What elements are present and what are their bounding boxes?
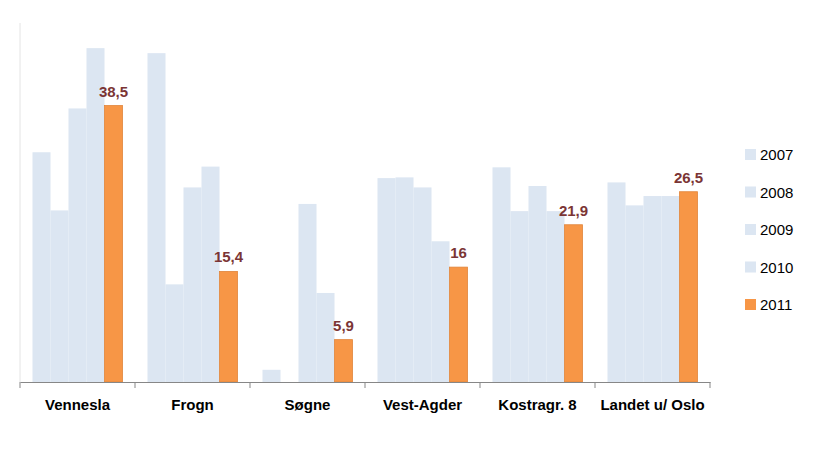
category-separator [365, 382, 366, 388]
category-separator [710, 382, 711, 388]
category-label: Vest-Agder [383, 396, 462, 413]
x-tick: Kostragr. 8 [498, 382, 576, 413]
bar [166, 284, 184, 382]
bar [51, 210, 69, 382]
category-label-line: Vennesla [45, 396, 111, 413]
data-label: 38,5 [99, 83, 128, 100]
bar [299, 204, 317, 382]
bar [414, 187, 432, 382]
bar [644, 196, 662, 382]
category-separator [595, 382, 596, 388]
legend-swatch [745, 224, 756, 235]
bar [335, 340, 353, 382]
legend-label: 2010 [760, 259, 793, 276]
category-label: Vennesla [45, 396, 111, 413]
legend-label: 2008 [760, 184, 793, 201]
category-label: Søgne [285, 396, 331, 413]
category-separator [480, 382, 481, 388]
bar [565, 225, 583, 382]
data-label: 15,4 [214, 248, 244, 265]
category-separator [20, 382, 21, 388]
legend-swatch [745, 262, 756, 273]
category-label-line: Frogn [171, 396, 214, 413]
y-axis-line [20, 23, 21, 382]
category-separator [250, 382, 251, 388]
bar [263, 370, 281, 382]
bar [220, 271, 238, 382]
category-label: Frogn [171, 396, 214, 413]
bar [148, 53, 166, 382]
x-tick: Landet u/ Oslo [600, 382, 704, 413]
data-label: 26,5 [674, 169, 703, 186]
category-label-line: Kostragr. 8 [498, 396, 576, 413]
bar [529, 186, 547, 382]
x-tick: Vennesla [45, 382, 111, 413]
bars [33, 48, 698, 382]
category-label: Kostragr. 8 [498, 396, 576, 413]
bar [184, 187, 202, 382]
legend-label: 2009 [760, 221, 793, 238]
x-axis: Vennesla Frogn Søgne Vest-Agder Kostragr. 8 L… [21, 382, 711, 413]
x-tick: Søgne [285, 382, 331, 413]
legend-label: 2007 [760, 146, 793, 163]
chart: Vennesla Frogn Søgne Vest-Agder Kostragr. 8 L… [0, 0, 823, 459]
bar [69, 108, 87, 382]
x-tick: Frogn [171, 382, 214, 413]
bar [396, 177, 414, 382]
bar [680, 192, 698, 382]
bar [317, 293, 335, 382]
legend-swatch [745, 299, 756, 310]
category-label-line: Landet u/ Oslo [600, 396, 704, 413]
category-separator [135, 382, 136, 388]
legend-swatch [745, 149, 756, 160]
category-label-line: Vest-Agder [383, 396, 462, 413]
category-label-line: Søgne [285, 396, 331, 413]
bar [626, 205, 644, 382]
bar [378, 178, 396, 382]
legend-swatch [745, 187, 756, 198]
bar [33, 152, 51, 382]
bar [662, 196, 680, 382]
bar [511, 211, 529, 382]
bar [493, 167, 511, 382]
data-labels: 38,5 15,4 5,9 16 21,9 26,5 [99, 83, 703, 334]
bar [450, 267, 468, 382]
legend-label: 2011 [760, 296, 792, 313]
data-label: 16 [450, 244, 467, 261]
bar [432, 241, 450, 382]
data-label: 5,9 [333, 317, 354, 334]
bar [202, 167, 220, 382]
bar [608, 182, 626, 382]
x-tick: Vest-Agder [383, 382, 462, 413]
legend: 2007 2008 2009 2010 2011 [745, 146, 793, 313]
bar [281, 382, 299, 383]
bar [547, 211, 565, 382]
category-label: Landet u/ Oslo [600, 396, 704, 413]
data-label: 21,9 [559, 202, 588, 219]
bar [105, 106, 123, 382]
